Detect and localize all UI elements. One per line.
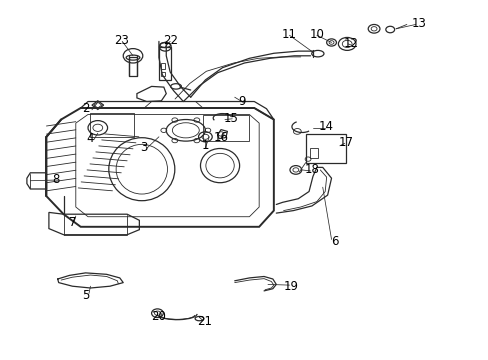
Text: 3: 3 (140, 141, 148, 154)
Text: 13: 13 (411, 17, 426, 30)
Bar (161, 63, 165, 69)
Text: 1: 1 (201, 139, 209, 152)
Text: 17: 17 (338, 136, 353, 149)
Text: 11: 11 (282, 28, 296, 41)
Text: 7: 7 (68, 216, 76, 229)
Text: 9: 9 (238, 95, 245, 108)
Bar (309, 148, 318, 158)
Text: 18: 18 (304, 163, 319, 176)
Text: 5: 5 (81, 289, 89, 302)
Text: 10: 10 (309, 28, 324, 41)
Text: 6: 6 (330, 235, 338, 248)
Text: 16: 16 (213, 131, 228, 144)
Bar (129, 57, 137, 76)
Text: 20: 20 (151, 310, 166, 323)
Text: 19: 19 (283, 280, 298, 293)
Text: 12: 12 (343, 37, 358, 50)
Text: 21: 21 (197, 315, 211, 328)
Text: 22: 22 (163, 34, 177, 47)
Text: 14: 14 (319, 120, 333, 133)
Text: 4: 4 (86, 132, 94, 145)
Bar (159, 47, 171, 80)
Text: 2: 2 (81, 102, 89, 115)
Bar (305, 134, 345, 163)
Bar (161, 72, 165, 76)
Text: 15: 15 (223, 112, 238, 125)
Bar (90, 113, 134, 137)
Bar (203, 115, 249, 141)
Text: 23: 23 (114, 34, 128, 47)
Text: 8: 8 (52, 173, 60, 186)
